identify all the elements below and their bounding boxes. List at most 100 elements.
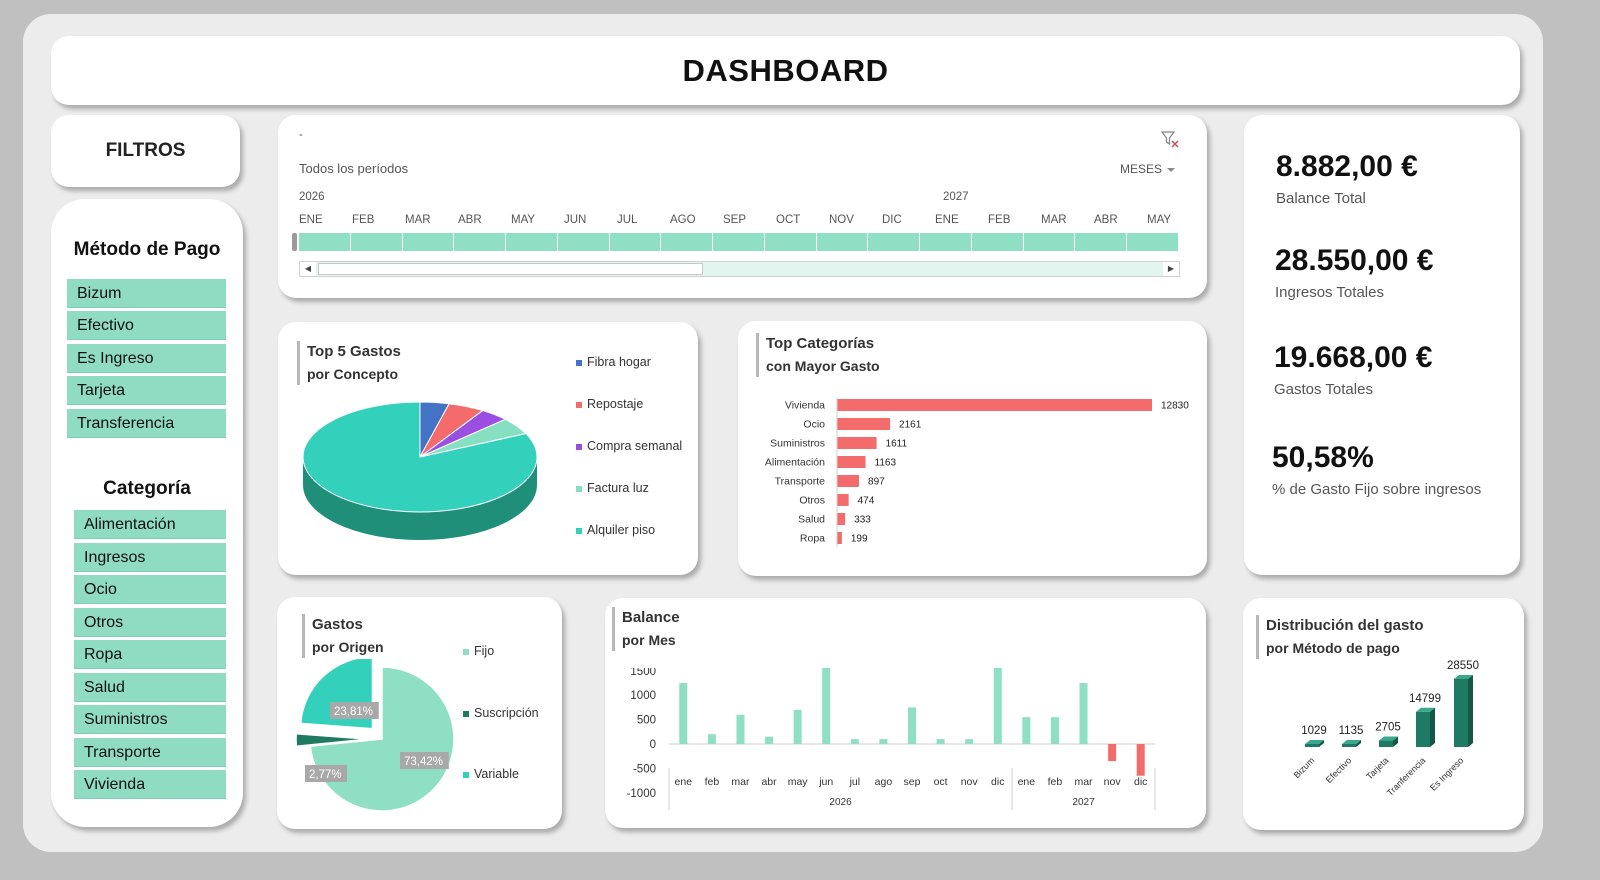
bar-ocio xyxy=(837,418,891,430)
x-tick-2-mar: mar xyxy=(731,776,750,788)
bar-transporte xyxy=(837,475,860,487)
column-efectivo xyxy=(1342,744,1356,747)
timeline-segment-9[interactable] xyxy=(765,233,817,251)
pie-label-suscripcion: 2,77% xyxy=(309,769,342,781)
bar-5-jun xyxy=(822,668,831,744)
timeline-month-1[interactable]: FEB xyxy=(352,214,375,226)
x-tick-14-mar: mar xyxy=(1074,776,1093,788)
slicer-item-ocio[interactable]: Ocio xyxy=(74,575,226,604)
bar-label-ropa: Ropa xyxy=(800,533,825,545)
x-tick-5-jun: jun xyxy=(818,776,833,788)
column-label-es-ingreso: Es Ingreso xyxy=(1428,755,1465,792)
timeline-segment-4[interactable] xyxy=(506,233,558,251)
bar-8-sep xyxy=(908,707,916,744)
timeline-segment-14[interactable] xyxy=(1024,233,1076,251)
timeline-month-13[interactable]: FEB xyxy=(988,214,1011,226)
x-tick-0-ene: ene xyxy=(675,776,693,788)
timeline-segment-3[interactable] xyxy=(454,233,507,251)
top5-title-text: Top 5 Gastos xyxy=(307,343,401,360)
timeline-month-9[interactable]: OCT xyxy=(776,214,801,226)
pie-depth-side xyxy=(303,457,537,540)
timeline-month-2[interactable]: MAR xyxy=(405,214,431,226)
bar-12-ene xyxy=(1022,717,1031,744)
top5-pie-plot xyxy=(303,401,538,540)
kpi-balance-total-label: Balance Total xyxy=(1276,190,1366,207)
timeline-segment-6[interactable] xyxy=(610,233,662,251)
column-side-bizum xyxy=(1319,740,1324,747)
slicer-item-suministros[interactable]: Suministros xyxy=(74,705,226,734)
slicer-item-transporte[interactable]: Transporte xyxy=(74,738,226,767)
bar-value-transporte: 897 xyxy=(868,477,885,488)
column-value-es-ingreso: 28550 xyxy=(1447,660,1479,672)
timeline-month-16[interactable]: MAY xyxy=(1147,214,1172,226)
scroll-right-arrow-icon[interactable]: ▶ xyxy=(1163,262,1179,276)
timeline-segment-15[interactable] xyxy=(1075,233,1128,251)
timeline-segment-0[interactable] xyxy=(299,233,351,251)
pie-label-variable: 23,81% xyxy=(334,706,373,718)
legend-item-repostaje: Repostaje xyxy=(576,397,643,411)
timeline-month-3[interactable]: ABR xyxy=(458,214,482,226)
top5-gastos-chart: Top 5 Gastos por Concepto Fibra hogar Re… xyxy=(278,322,698,575)
column-top-tranferencia xyxy=(1416,707,1435,712)
timeline-segment-12[interactable] xyxy=(920,233,972,251)
timeline-segment-5[interactable] xyxy=(558,233,610,251)
balance-title: Balance por Mes xyxy=(612,607,680,651)
legend-item-variable: Variable xyxy=(463,767,519,781)
y-tick-0: 0 xyxy=(650,739,656,751)
slicer-item-ropa[interactable]: Ropa xyxy=(74,640,226,669)
timeline-period-label: Todos los períodos xyxy=(299,161,409,176)
slicer-item-salud[interactable]: Salud xyxy=(74,673,226,702)
timeline-month-15[interactable]: ABR xyxy=(1094,214,1118,226)
kpi-gastos-totales-label: Gastos Totales xyxy=(1274,381,1373,398)
timeline-segment-1[interactable] xyxy=(351,233,403,251)
timeline-month-7[interactable]: AGO xyxy=(670,214,696,226)
timeline-month-0[interactable]: ENE xyxy=(299,214,323,226)
timeline-level-select[interactable]: MESES xyxy=(1120,162,1163,176)
bar-1-feb xyxy=(707,734,716,744)
bar-10-nov xyxy=(965,739,974,744)
group-label-2026: 2026 xyxy=(829,797,852,808)
x-tick-12-ene: ene xyxy=(1018,776,1036,788)
metodo-subtitle-text: por Método de pago xyxy=(1266,640,1400,656)
timeline-segment-7[interactable] xyxy=(661,233,714,251)
bar-salud xyxy=(837,513,846,525)
bar-value-vivienda: 12830 xyxy=(1161,401,1189,412)
slicer-item-tarjeta[interactable]: Tarjeta xyxy=(67,376,226,405)
slicer-item-ingresos[interactable]: Ingresos xyxy=(74,543,226,572)
timeline-bar[interactable] xyxy=(299,233,1180,251)
timeline-segment-16[interactable] xyxy=(1127,233,1180,251)
metodo-title: Distribución del gasto por Método de pag… xyxy=(1256,615,1424,659)
timeline-segment-8[interactable] xyxy=(713,233,765,251)
bar-11-dic xyxy=(993,668,1002,744)
slicer-item-otros[interactable]: Otros xyxy=(74,608,226,637)
slicer-item-bizum[interactable]: Bizum xyxy=(67,279,226,308)
legend-item-compra-semanal: Compra semanal xyxy=(576,439,682,453)
column-label-tarjeta: Tarjeta xyxy=(1364,755,1390,781)
scroll-left-arrow-icon[interactable]: ◀ xyxy=(300,262,316,276)
timeline-segment-2[interactable] xyxy=(403,233,455,251)
timeline-month-10[interactable]: NOV xyxy=(829,214,854,226)
clear-filter-icon[interactable] xyxy=(1160,129,1180,149)
chevron-down-icon[interactable] xyxy=(1166,166,1176,174)
timeline-month-11[interactable]: DIC xyxy=(882,214,902,226)
timeline-month-4[interactable]: MAY xyxy=(511,214,536,226)
timeline-segment-11[interactable] xyxy=(868,233,921,251)
slicer-item-alimentacion[interactable]: Alimentación xyxy=(74,510,226,539)
timeline-scroll-thumb[interactable] xyxy=(318,263,703,275)
legend-item-factura-luz: Factura luz xyxy=(576,481,649,495)
timeline-month-8[interactable]: SEP xyxy=(723,214,747,226)
timeline-segment-10[interactable] xyxy=(817,233,869,251)
slicer-item-es-ingreso[interactable]: Es Ingreso xyxy=(67,344,226,373)
timeline-month-5[interactable]: JUN xyxy=(564,214,587,226)
timeline-start-handle[interactable] xyxy=(292,233,297,251)
slicer-item-efectivo[interactable]: Efectivo xyxy=(67,311,226,340)
timeline-month-6[interactable]: JUL xyxy=(617,214,638,226)
bar-value-otros: 474 xyxy=(858,496,875,507)
timeline-month-12[interactable]: ENE xyxy=(935,214,959,226)
timeline-scrollbar[interactable]: ◀ ▶ xyxy=(299,261,1180,277)
slicer-item-vivienda[interactable]: Vivienda xyxy=(74,770,226,799)
timeline-segment-13[interactable] xyxy=(972,233,1024,251)
timeline-month-14[interactable]: MAR xyxy=(1041,214,1067,226)
slicer-item-transferencia[interactable]: Transferencia xyxy=(67,409,226,438)
gastos-origen-chart: Gastos por Origen 73,42% 2,77% 23,81% Fijo… xyxy=(277,597,562,829)
